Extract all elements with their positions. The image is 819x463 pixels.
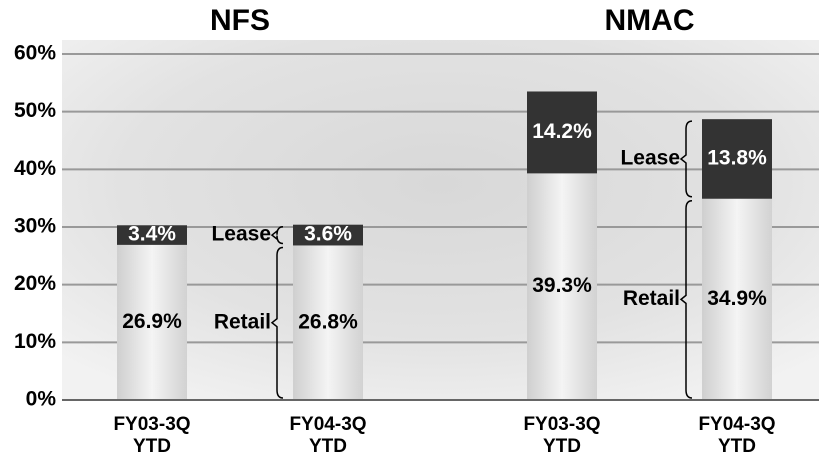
x-tick-label: FY03-3Q YTD — [113, 414, 190, 457]
y-tick-label: 40% — [14, 157, 56, 180]
bar-segment — [117, 244, 187, 400]
value-label: 26.9% — [122, 310, 182, 333]
value-label: 34.9% — [707, 287, 767, 310]
x-tick-label: FY04-3Q YTD — [289, 414, 366, 457]
bracket-label: Retail — [214, 310, 271, 333]
group-title: NFS — [210, 4, 270, 37]
bar-segment — [117, 225, 187, 245]
value-label: 3.4% — [128, 223, 176, 246]
x-tick-label: FY04-3Q YTD — [698, 414, 775, 457]
bar-segment — [702, 119, 772, 199]
value-label: 14.2% — [532, 120, 592, 143]
y-tick-label: 30% — [14, 215, 56, 238]
x-tick-label: FY03-3Q YTD — [523, 414, 600, 457]
group-title: NMAC — [605, 4, 695, 37]
bar-segment — [527, 91, 597, 174]
bracket — [679, 120, 693, 198]
bar-segment — [293, 224, 363, 246]
value-label: 26.8% — [298, 310, 358, 333]
y-tick-label: 60% — [14, 42, 56, 65]
value-label: 3.6% — [304, 223, 352, 246]
bracket — [679, 199, 693, 399]
bar-segment — [293, 245, 363, 400]
y-tick-label: 0% — [26, 388, 57, 411]
bar-segment — [527, 173, 597, 400]
value-label: 39.3% — [532, 274, 592, 297]
bracket-label: Lease — [620, 147, 680, 170]
y-tick-label: 20% — [14, 272, 56, 295]
y-tick-label: 10% — [14, 330, 56, 353]
bracket — [270, 225, 284, 245]
plot-background — [62, 40, 819, 400]
value-label: 13.8% — [707, 147, 767, 170]
bar-segment — [702, 198, 772, 400]
bracket-label: Lease — [211, 223, 271, 246]
bracket-label: Retail — [623, 287, 680, 310]
bracket — [270, 246, 284, 399]
y-tick-label: 50% — [14, 99, 56, 122]
